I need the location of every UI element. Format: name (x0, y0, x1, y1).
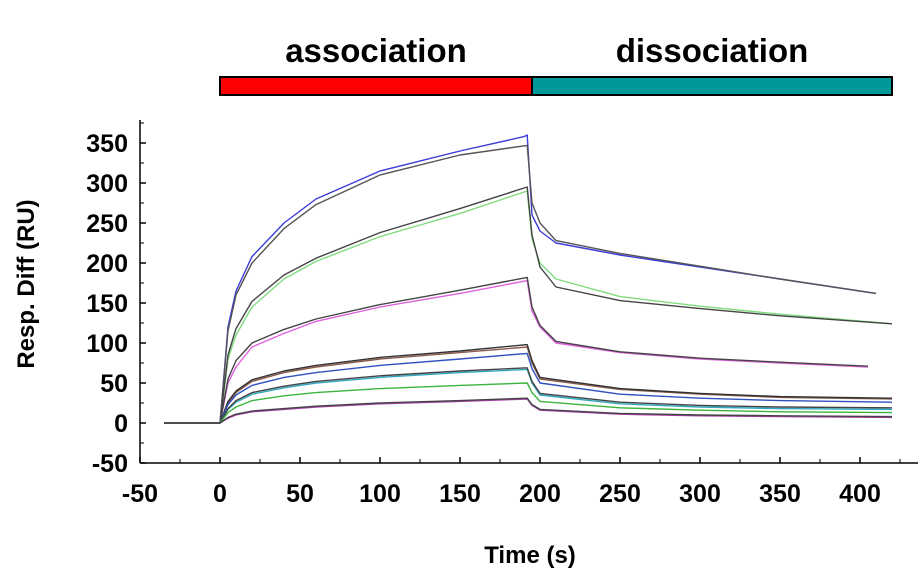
series-line-6 (164, 276, 869, 424)
phase-bars (219, 76, 893, 96)
series-line-4 (164, 186, 893, 424)
series-line-5 (164, 279, 869, 424)
series-line-1 (164, 134, 877, 424)
y-tick-label: 50 (100, 370, 128, 398)
phase-label-association: association (285, 32, 467, 69)
x-tick-label: 250 (599, 480, 641, 508)
series-layer (164, 134, 893, 424)
series-line-11 (164, 367, 893, 424)
y-tick-label: 150 (86, 290, 128, 318)
phase-labels: association dissociation (285, 32, 808, 69)
x-tick-label: 0 (213, 480, 227, 508)
y-tick-label: 200 (86, 250, 128, 278)
phase-label-dissociation: dissociation (616, 32, 809, 69)
y-axis-title: Resp. Diff (RU) (13, 199, 40, 368)
series-line-3 (164, 190, 893, 424)
y-tick-label: 350 (86, 130, 128, 158)
ticks: -50 0 50 100 150 200 250 300 350 400 -50 0 50 100 150 2… (86, 122, 901, 508)
series-line-9 (164, 352, 893, 424)
series-line-14 (164, 397, 893, 424)
x-axis-title: Time (s) (484, 542, 576, 569)
y-tick-label: -50 (92, 450, 128, 478)
phase-bar-dissociation (531, 76, 893, 96)
x-tick-label: 150 (439, 480, 481, 508)
y-tick-label: 250 (86, 210, 128, 238)
x-tick-label: 400 (839, 480, 881, 508)
series-line-13 (164, 398, 893, 424)
series-line-12 (164, 382, 893, 424)
series-line-8 (164, 343, 893, 424)
y-tick-label: 100 (86, 330, 128, 358)
x-tick-label: 300 (679, 480, 721, 508)
x-tick-label: 100 (359, 480, 401, 508)
y-tick-label: 300 (86, 170, 128, 198)
x-tick-label: 350 (759, 480, 801, 508)
x-tick-label: -50 (122, 480, 158, 508)
series-line-2 (164, 144, 877, 424)
x-tick-label: 50 (286, 480, 314, 508)
x-tick-label: 200 (519, 480, 561, 508)
phase-bar-association (219, 76, 533, 96)
series-line-7 (164, 346, 893, 424)
y-tick-label: 0 (114, 410, 128, 438)
axes (139, 120, 918, 464)
series-line-10 (164, 368, 893, 424)
